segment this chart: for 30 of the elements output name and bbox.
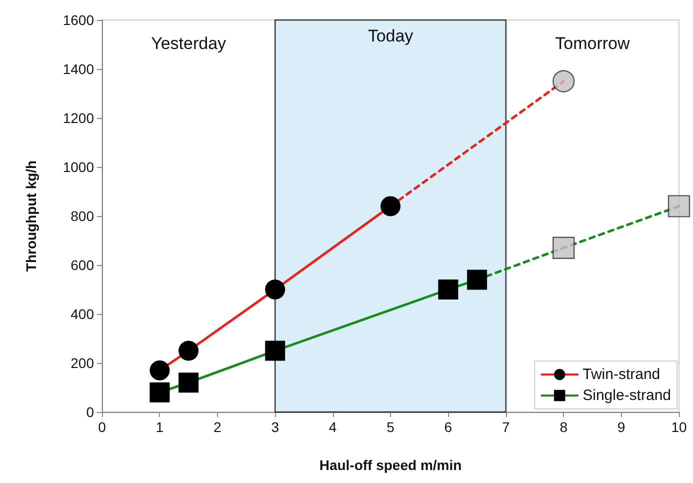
legend-label: Single-strand — [582, 387, 672, 404]
x-tick-label: 2 — [214, 419, 222, 435]
x-tick-label: 1 — [156, 419, 164, 435]
x-tick-label: 3 — [271, 419, 280, 435]
band-label: Today — [368, 26, 414, 46]
legend-label: Twin-strand — [582, 366, 660, 383]
annotation: Yesterday — [151, 34, 227, 54]
y-tick-label: 1400 — [62, 61, 94, 77]
x-axis-title: Haul-off speed m/min — [319, 457, 462, 473]
x-tick-label: 7 — [502, 419, 510, 435]
y-tick-label: 200 — [70, 355, 94, 371]
x-tick-label: 10 — [671, 419, 687, 435]
y-axis-title: Throughput kg/h — [23, 160, 39, 272]
y-tick-label: 800 — [70, 208, 94, 224]
point — [552, 70, 575, 92]
x-tick-label: 9 — [617, 419, 626, 435]
y-tick-label: 400 — [70, 306, 94, 322]
point — [668, 195, 690, 218]
y-tick-label: 1000 — [62, 159, 94, 175]
y-tick-label: 0 — [86, 404, 94, 420]
y-tick-label: 1600 — [62, 12, 94, 28]
x-tick-label: 8 — [560, 419, 568, 435]
x-tick-label: 0 — [98, 419, 106, 435]
x-tick-label: 6 — [444, 419, 452, 435]
annotation: Tomorrow — [555, 34, 630, 54]
y-tick-label: 600 — [70, 257, 94, 273]
point — [552, 236, 575, 259]
x-tick-label: 4 — [328, 419, 337, 435]
x-tick-label: 5 — [386, 419, 395, 435]
y-tick-label: 1200 — [62, 110, 94, 126]
